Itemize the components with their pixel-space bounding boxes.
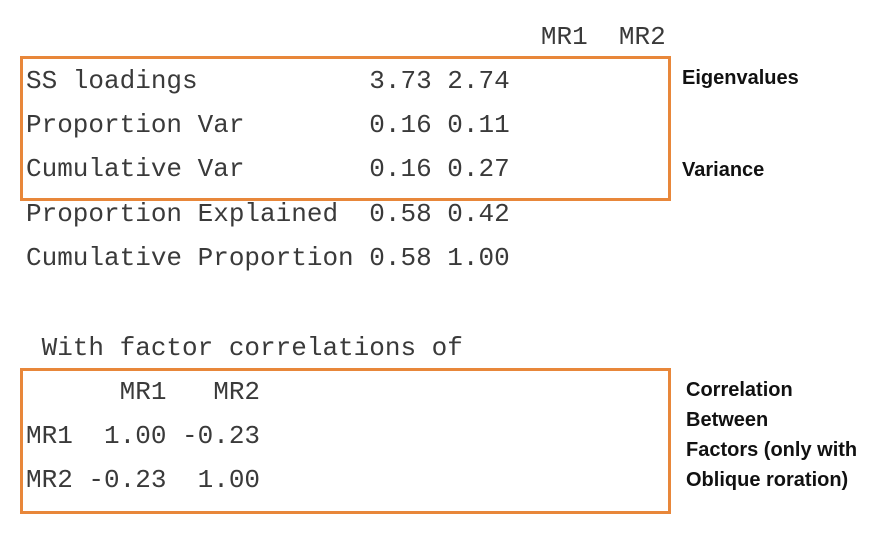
row-proportion-var: Proportion Var 0.16 0.11	[26, 110, 510, 140]
eigenvalues-annotation: Eigenvalues	[682, 67, 799, 89]
correlations-heading: With factor correlations of	[26, 333, 463, 363]
correlation-annotation: Correlation Between Factors (only with O…	[686, 379, 858, 491]
correlations-header: MR1 MR2	[26, 377, 261, 407]
row-cumulative-var: Cumulative Var 0.16 0.27	[26, 154, 510, 184]
correlation-highlight-box	[20, 368, 671, 514]
row-ss-loadings: SS loadings 3.73 2.74	[26, 66, 510, 96]
variance-table-header: MR1 MR2	[26, 22, 666, 52]
row-proportion-explained: Proportion Explained 0.58 0.42	[26, 199, 510, 229]
correlation-row-mr2: MR2 -0.23 1.00	[26, 465, 261, 495]
variance-annotation: Variance	[682, 159, 765, 181]
variance-highlight-box	[20, 56, 671, 201]
row-cumulative-proportion: Cumulative Proportion 0.58 1.00	[26, 243, 510, 273]
correlation-row-mr1: MR1 1.00 -0.23	[26, 421, 261, 451]
